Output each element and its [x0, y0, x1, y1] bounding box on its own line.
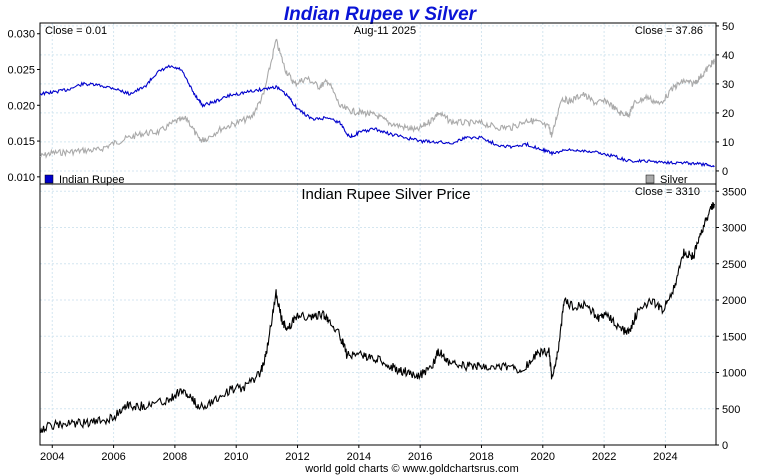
top-panel-grid — [40, 23, 716, 184]
tick-label-right: 2000 — [722, 295, 746, 307]
tick-label-x: 2024 — [653, 451, 677, 463]
bottom-panel-frame — [39, 183, 717, 446]
tick-label-right: 50 — [722, 21, 734, 33]
footer-credit: world gold charts © www.goldchartsrus.co… — [304, 463, 519, 475]
tick-label-right: 40 — [722, 50, 734, 62]
tick-label-x: 2014 — [347, 451, 371, 463]
tick-label-x: 2012 — [285, 451, 309, 463]
legend-swatch-rupee — [44, 174, 54, 184]
tick-label-right: 1000 — [722, 368, 746, 380]
tick-label-x: 2010 — [224, 451, 248, 463]
bottom-panel-series — [39, 201, 716, 434]
tick-label-x: 2006 — [101, 451, 125, 463]
chart-title: Indian Rupee v Silver — [284, 4, 478, 25]
bottom-panel-title: Indian Rupee Silver Price — [301, 186, 470, 203]
x-axis: 2004 2006 2008 2010 2012 2014 2016 2018 2020 2022… — [40, 445, 678, 463]
top-left-axis: 0.030 0.025 0.020 0.015 0.010 — [7, 29, 40, 184]
tick-label-left: 0.030 — [7, 29, 35, 41]
tick-label-left: 0.015 — [7, 136, 35, 148]
tick-label-x: 2020 — [531, 451, 555, 463]
bottom-right-axis: 3500 3000 2500 2000 1500 1000 500 0 — [716, 186, 746, 452]
tick-label-right: 0 — [722, 440, 728, 452]
tick-label-left: 0.025 — [7, 65, 35, 77]
tick-label-x: 2008 — [163, 451, 187, 463]
top-panel-series — [39, 38, 716, 168]
tick-label-left: 0.020 — [7, 100, 35, 112]
tick-label-right: 1500 — [722, 331, 746, 343]
series-rupee-line — [39, 64, 715, 168]
legend-label-rupee: Indian Rupee — [59, 174, 124, 186]
tick-label-right: 10 — [722, 137, 734, 149]
tick-label-right: 2500 — [722, 259, 746, 271]
top-right-axis: 50 40 30 20 10 0 — [716, 21, 734, 178]
tick-label-left: 0.010 — [7, 172, 35, 184]
date-label: Aug-11 2025 — [354, 25, 416, 37]
legend-swatch-silver — [645, 174, 655, 184]
series-silver-line — [39, 38, 716, 160]
tick-label-x: 2018 — [469, 451, 493, 463]
tick-label-right: 3500 — [722, 186, 746, 198]
close-left-label: Close = 0.01 — [45, 25, 107, 37]
tick-label-right: 30 — [722, 79, 734, 91]
tick-label-x: 2004 — [40, 451, 64, 463]
tick-label-x: 2022 — [592, 451, 616, 463]
tick-label-right: 0 — [722, 166, 728, 178]
series-rupee-silver-price-line — [39, 201, 716, 434]
tick-label-right: 20 — [722, 108, 734, 120]
bottom-close-label: Close = 3310 — [635, 186, 700, 198]
top-panel-frame — [39, 22, 717, 185]
legend-label-silver: Silver — [660, 174, 688, 186]
tick-label-x: 2016 — [408, 451, 432, 463]
close-right-label: Close = 37.86 — [635, 25, 703, 37]
tick-label-right: 3000 — [722, 223, 746, 235]
tick-label-right: 500 — [722, 404, 740, 416]
